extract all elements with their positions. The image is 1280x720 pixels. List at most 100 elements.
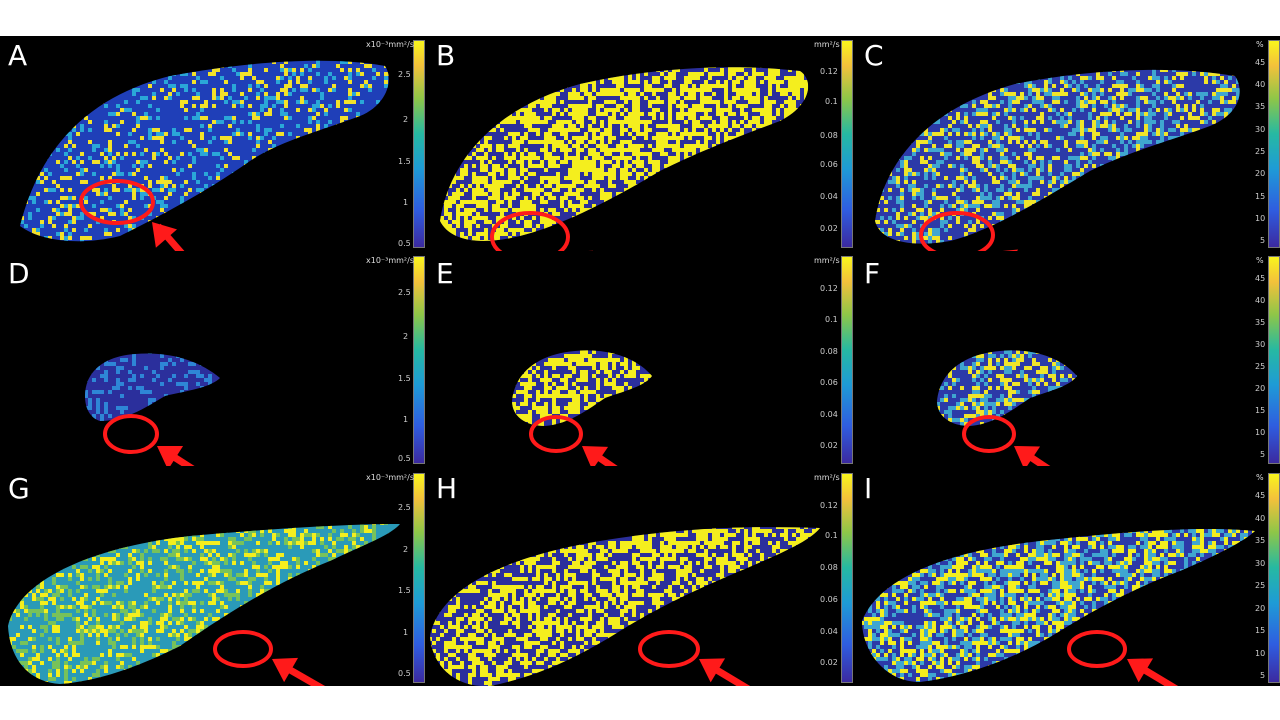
panel-letter: G — [8, 475, 30, 503]
arrow-head — [699, 658, 726, 683]
panel-i: I % 45 40 35 30 25 20 15 10 5 — [856, 469, 1280, 686]
liver-map-f — [937, 350, 1077, 466]
colorbar-tick: 20 — [1255, 604, 1265, 613]
panel-d: D x10⁻³mm²/s 2.5 2 1.5 1 0.5 — [0, 254, 425, 466]
colorbar-tick: 1 — [403, 628, 408, 637]
roi-circle — [919, 211, 995, 251]
colorbar-tick: 0.5 — [398, 669, 411, 678]
roi-circle — [529, 415, 583, 453]
colorbar-tick: 0.04 — [820, 627, 838, 636]
panel-letter: H — [436, 475, 457, 503]
colorbar-tick: 2 — [403, 115, 408, 124]
colorbar-tick: 0.08 — [820, 563, 838, 572]
colorbar-tick: 15 — [1255, 192, 1265, 201]
panel-letter: C — [864, 42, 884, 70]
colorbar-tick: 0.06 — [820, 595, 838, 604]
colorbar-tick: 35 — [1255, 536, 1265, 545]
colorbar-tick: 0.08 — [820, 347, 838, 356]
colorbar-unit: % — [1256, 473, 1264, 482]
colorbar-tick: 0.12 — [820, 67, 838, 76]
parenchyma-texture — [85, 353, 220, 421]
colorbar-tick: 0.02 — [820, 658, 838, 667]
liver-map-i — [862, 529, 1255, 686]
colorbar — [841, 40, 853, 248]
arrow-head — [1014, 446, 1041, 466]
panel-letter: B — [436, 42, 455, 70]
colorbar-tick: 25 — [1255, 147, 1265, 156]
roi-circle — [103, 414, 159, 454]
liver-parenchyma — [440, 67, 809, 241]
colorbar — [841, 256, 853, 464]
colorbar — [413, 256, 425, 464]
colorbar-tick: 0.04 — [820, 410, 838, 419]
colorbar-unit: x10⁻³mm²/s — [366, 40, 414, 49]
colorbar-tick: 0.04 — [820, 192, 838, 201]
colorbar-tick: 1 — [403, 415, 408, 424]
colorbar-tick: 40 — [1255, 514, 1265, 523]
colorbar-tick: 10 — [1255, 649, 1265, 658]
panel-letter: F — [864, 260, 880, 288]
panel-letter: E — [436, 260, 454, 288]
colorbar-tick: 35 — [1255, 102, 1265, 111]
colorbar-tick: 5 — [1260, 450, 1265, 459]
arrow-head — [152, 222, 178, 248]
arrow-head — [272, 657, 299, 683]
colorbar-tick: 25 — [1255, 362, 1265, 371]
colorbar-tick: 0.1 — [825, 315, 838, 324]
roi-circle — [79, 179, 155, 225]
colorbar — [1268, 256, 1280, 464]
colorbar-tick: 0.12 — [820, 501, 838, 510]
colorbar-tick: 1.5 — [398, 157, 411, 166]
panel-e: E mm²/s 0.12 0.1 0.08 0.06 0.04 0.02 — [428, 254, 853, 466]
colorbar-tick: 40 — [1255, 296, 1265, 305]
colorbar-tick: 40 — [1255, 80, 1265, 89]
roi-circle — [490, 211, 570, 251]
colorbar-unit: % — [1256, 40, 1264, 49]
colorbar-tick: 25 — [1255, 581, 1265, 590]
colorbar — [1268, 473, 1280, 683]
panel-f: F % 45 40 35 30 25 20 15 10 5 — [856, 254, 1280, 466]
roi-circle — [1067, 630, 1127, 668]
colorbar-tick: 2.5 — [398, 70, 411, 79]
colorbar-tick: 0.1 — [825, 97, 838, 106]
panel-g: G x10⁻³mm²/s 2.5 2 1.5 1 0.5 — [0, 469, 425, 686]
liver-map-a — [20, 60, 389, 251]
colorbar-tick: 0.02 — [820, 224, 838, 233]
colorbar-tick: 15 — [1255, 406, 1265, 415]
colorbar-tick: 45 — [1255, 58, 1265, 67]
colorbar-tick: 0.08 — [820, 131, 838, 140]
colorbar-tick: 20 — [1255, 384, 1265, 393]
parenchyma-texture — [512, 350, 652, 426]
panel-letter: I — [864, 475, 872, 503]
colorbar-tick: 1.5 — [398, 374, 411, 383]
liver-map-g — [8, 524, 400, 686]
colorbar-unit: x10⁻³mm²/s — [366, 473, 414, 482]
colorbar-tick: 45 — [1255, 274, 1265, 283]
liver-map-h — [430, 527, 820, 686]
colorbar — [413, 40, 425, 248]
liver-map-e — [512, 350, 652, 466]
colorbar-unit: mm²/s — [814, 256, 840, 265]
arrow-head — [1127, 658, 1154, 683]
arrow-head — [1002, 249, 1018, 251]
colorbar-tick: 0.06 — [820, 160, 838, 169]
colorbar-tick: 15 — [1255, 626, 1265, 635]
arrow-head — [582, 446, 609, 466]
colorbar — [1268, 40, 1280, 248]
colorbar-tick: 2.5 — [398, 288, 411, 297]
colorbar-tick: 10 — [1255, 428, 1265, 437]
colorbar-tick: 2 — [403, 545, 408, 554]
colorbar-tick: 30 — [1255, 340, 1265, 349]
panel-b: B mm²/s 0.12 0.1 0.08 0.06 0.04 0.02 — [428, 36, 853, 251]
colorbar-tick: 0.12 — [820, 284, 838, 293]
colorbar-unit: x10⁻³mm²/s — [366, 256, 414, 265]
colorbar-tick: 2 — [403, 332, 408, 341]
colorbar-tick: 20 — [1255, 169, 1265, 178]
colorbar-tick: 30 — [1255, 125, 1265, 134]
liver-map-b — [440, 67, 809, 251]
colorbar-tick: 5 — [1260, 236, 1265, 245]
colorbar-tick: 1.5 — [398, 586, 411, 595]
panel-c: C % 45 40 35 30 25 20 15 10 5 — [856, 36, 1280, 251]
colorbar-tick: 2.5 — [398, 503, 411, 512]
colorbar-tick: 30 — [1255, 559, 1265, 568]
